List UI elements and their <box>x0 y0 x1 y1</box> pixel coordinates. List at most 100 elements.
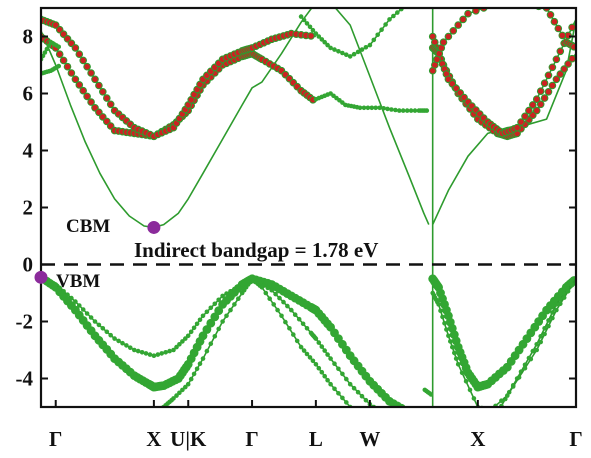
band-point <box>185 381 191 387</box>
band-point <box>340 50 345 56</box>
band-point <box>516 375 522 380</box>
band-point <box>538 334 543 339</box>
band-point <box>198 331 208 341</box>
band-point <box>513 123 521 132</box>
band-point <box>534 342 539 347</box>
band-point <box>307 355 313 360</box>
band-point <box>328 356 333 361</box>
band-point <box>53 282 58 287</box>
band-7 <box>422 387 434 397</box>
plot-area <box>41 0 576 425</box>
band-point <box>322 39 328 45</box>
band-point <box>452 350 457 356</box>
band-point <box>104 329 110 335</box>
band-point <box>206 318 216 328</box>
band-point <box>360 412 365 417</box>
band-point <box>522 365 528 371</box>
band-point <box>183 384 188 390</box>
band-point <box>436 413 441 418</box>
band-point <box>471 396 477 401</box>
band-point <box>540 94 549 102</box>
band-point <box>156 408 161 413</box>
band-point <box>65 292 70 298</box>
x-axis-ticks: Γ X U|K Γ L W X Γ <box>49 400 583 451</box>
band-point <box>459 15 467 24</box>
band-point <box>159 351 164 356</box>
band-4 <box>428 274 576 392</box>
band-point <box>340 371 345 377</box>
vbm-marker <box>34 270 48 284</box>
band-point <box>355 49 361 55</box>
band-point <box>413 411 422 420</box>
band-16 <box>428 0 576 75</box>
band-point <box>558 297 563 302</box>
band-point <box>365 105 371 111</box>
band-point <box>301 348 307 353</box>
band-point <box>439 38 448 47</box>
band-point <box>174 344 179 350</box>
x-tick-label: X <box>146 427 161 451</box>
band-point <box>310 27 316 33</box>
band-point <box>347 381 353 387</box>
band-point <box>319 344 325 349</box>
band-point <box>546 11 555 19</box>
band-point <box>446 419 451 424</box>
band-point <box>128 345 133 351</box>
band-point <box>77 303 82 308</box>
band-point <box>426 415 435 424</box>
band-point <box>88 315 94 320</box>
band-point <box>424 108 430 113</box>
band-point <box>517 118 525 126</box>
band-point <box>56 63 61 69</box>
band-point <box>363 45 369 50</box>
band-point <box>556 70 565 78</box>
band-point <box>538 339 543 345</box>
band-point <box>534 347 539 353</box>
band-point <box>283 319 288 325</box>
band-point <box>544 71 553 80</box>
band-point <box>561 295 567 300</box>
y-tick-label: -2 <box>16 310 34 334</box>
x-tick-label: Γ <box>569 427 582 451</box>
band-point <box>536 100 545 109</box>
band-point <box>344 400 349 405</box>
band-point <box>328 45 333 51</box>
band-point <box>472 8 480 15</box>
band-point <box>444 418 449 423</box>
band-point <box>75 50 84 59</box>
band-point <box>458 419 463 424</box>
band-point <box>438 308 443 314</box>
band-point <box>313 336 319 341</box>
band-point <box>427 416 436 425</box>
band-point <box>281 299 286 305</box>
band-point <box>236 284 241 290</box>
band-point <box>202 325 212 334</box>
band-point <box>476 419 481 424</box>
band-point <box>194 321 200 327</box>
band-point <box>407 0 412 5</box>
band-point <box>438 414 443 419</box>
band-point <box>554 24 563 33</box>
band-point <box>183 336 188 341</box>
band-point <box>108 332 113 338</box>
band-point <box>313 362 319 367</box>
band-point <box>151 353 157 359</box>
band-point <box>558 301 563 307</box>
band-point <box>496 0 503 6</box>
band-point <box>408 108 414 113</box>
band-point <box>355 389 361 395</box>
band-point <box>208 305 214 311</box>
band-point <box>291 332 296 337</box>
band-10 <box>41 15 316 141</box>
band-point <box>550 17 559 26</box>
y-tick-label: 0 <box>23 253 34 277</box>
band-point <box>556 47 565 56</box>
band-point <box>73 299 78 304</box>
band-point <box>570 43 576 51</box>
band-point <box>361 105 367 111</box>
band-point <box>532 106 541 115</box>
band-point <box>428 416 437 425</box>
band-point <box>71 75 80 84</box>
band-point <box>432 416 437 421</box>
band-point <box>55 50 64 59</box>
